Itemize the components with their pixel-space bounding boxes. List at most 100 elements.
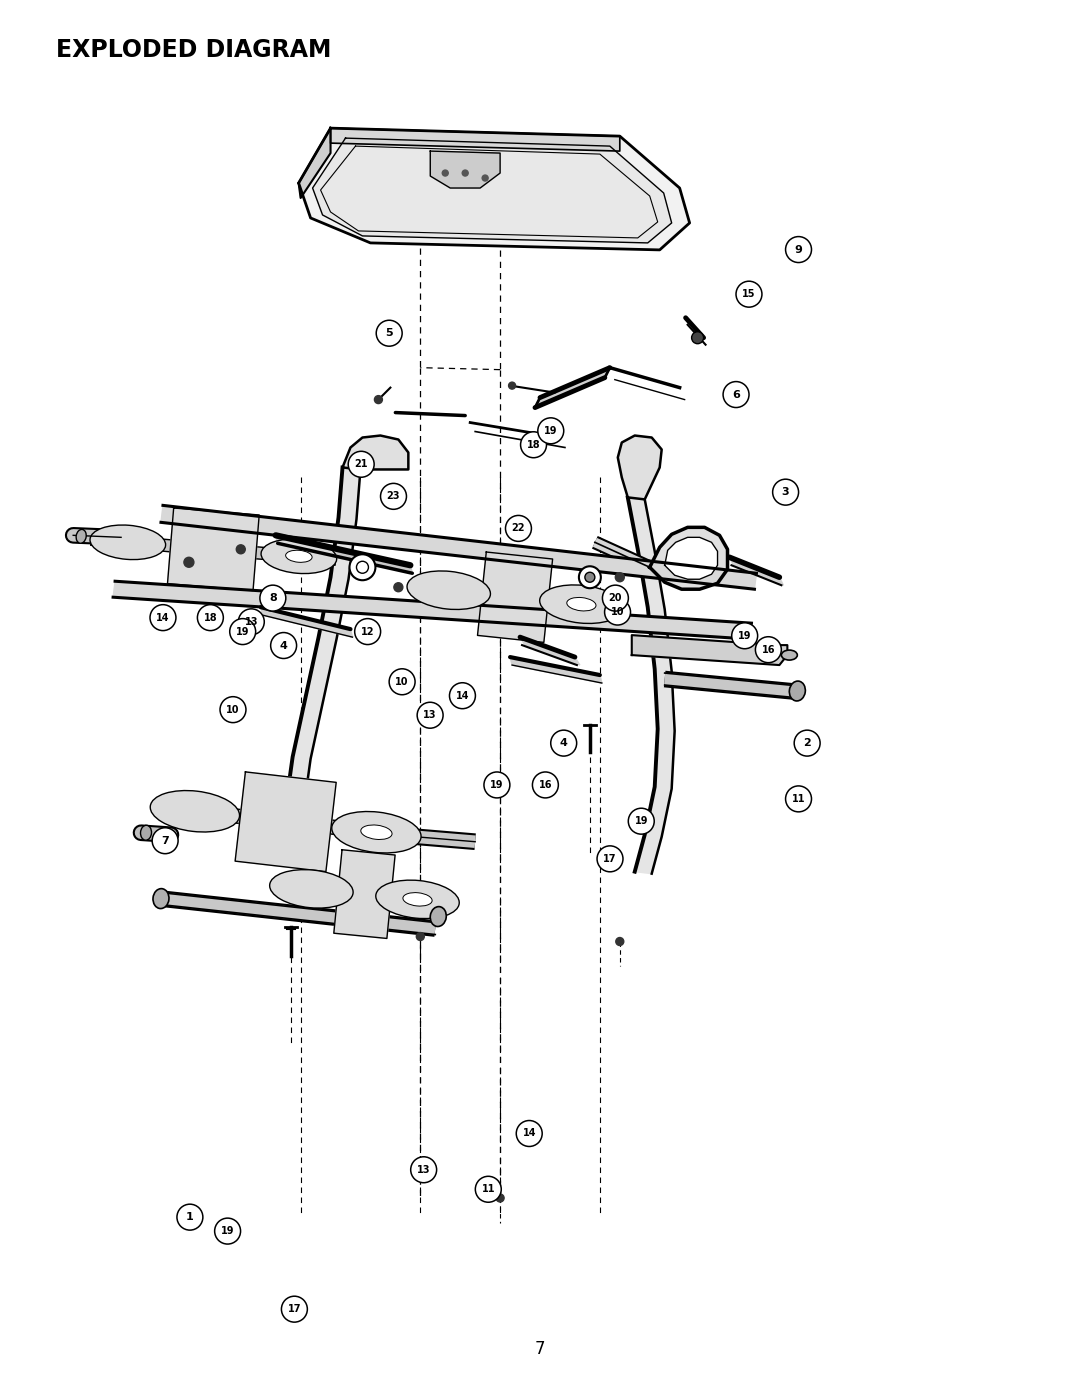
Circle shape: [416, 933, 424, 940]
Text: 9: 9: [795, 244, 802, 254]
Text: 6: 6: [732, 390, 740, 400]
Polygon shape: [161, 506, 756, 590]
Polygon shape: [521, 637, 580, 665]
Ellipse shape: [540, 585, 623, 623]
Text: 16: 16: [539, 780, 552, 789]
Polygon shape: [312, 138, 672, 243]
Polygon shape: [342, 436, 408, 469]
Circle shape: [603, 585, 629, 610]
Text: 14: 14: [523, 1129, 536, 1139]
Polygon shape: [664, 538, 717, 580]
Circle shape: [237, 545, 245, 553]
Polygon shape: [535, 367, 610, 408]
Text: 19: 19: [220, 1227, 234, 1236]
Ellipse shape: [150, 791, 240, 833]
Polygon shape: [306, 637, 337, 698]
Polygon shape: [510, 657, 602, 683]
Polygon shape: [299, 129, 690, 250]
Polygon shape: [635, 835, 662, 873]
Text: 7: 7: [161, 835, 168, 845]
Text: 11: 11: [792, 793, 806, 803]
Text: 1: 1: [186, 1213, 193, 1222]
Ellipse shape: [376, 880, 459, 919]
Text: 2: 2: [804, 738, 811, 749]
Circle shape: [449, 683, 475, 708]
Circle shape: [271, 633, 297, 658]
Circle shape: [475, 1176, 501, 1203]
Polygon shape: [113, 581, 752, 638]
Polygon shape: [627, 497, 654, 552]
Text: 10: 10: [395, 676, 409, 687]
Circle shape: [755, 637, 781, 662]
Polygon shape: [430, 151, 500, 189]
Circle shape: [532, 773, 558, 798]
Polygon shape: [285, 757, 311, 809]
Circle shape: [348, 451, 374, 478]
Text: 23: 23: [387, 492, 401, 502]
Circle shape: [538, 418, 564, 444]
Ellipse shape: [403, 893, 432, 907]
Circle shape: [380, 483, 406, 510]
Polygon shape: [618, 436, 662, 499]
Ellipse shape: [270, 870, 353, 908]
Polygon shape: [288, 882, 441, 907]
Circle shape: [785, 787, 811, 812]
Circle shape: [389, 669, 415, 694]
Text: 10: 10: [226, 704, 240, 715]
Polygon shape: [650, 527, 728, 590]
Polygon shape: [334, 849, 395, 939]
Text: 17: 17: [604, 854, 617, 863]
Circle shape: [394, 583, 403, 592]
Circle shape: [605, 599, 631, 624]
Circle shape: [616, 937, 624, 946]
Circle shape: [521, 432, 546, 458]
Polygon shape: [260, 608, 352, 637]
Circle shape: [772, 479, 798, 506]
Ellipse shape: [407, 571, 490, 609]
Polygon shape: [235, 773, 336, 872]
Circle shape: [462, 170, 469, 176]
Ellipse shape: [781, 650, 797, 659]
Circle shape: [785, 236, 811, 263]
Circle shape: [215, 1218, 241, 1245]
Polygon shape: [729, 557, 783, 585]
Text: 18: 18: [527, 440, 540, 450]
Text: 12: 12: [361, 627, 375, 637]
Ellipse shape: [261, 539, 337, 574]
Ellipse shape: [285, 550, 312, 563]
Text: 16: 16: [761, 644, 775, 655]
Polygon shape: [275, 535, 413, 573]
Text: 11: 11: [482, 1185, 495, 1194]
Text: 19: 19: [544, 426, 557, 436]
Text: 13: 13: [244, 617, 258, 627]
Text: 13: 13: [423, 710, 437, 721]
Text: 15: 15: [742, 289, 756, 299]
Text: 19: 19: [490, 780, 503, 789]
Circle shape: [496, 1194, 504, 1201]
Circle shape: [375, 395, 382, 404]
Circle shape: [282, 1296, 308, 1322]
Text: 5: 5: [386, 328, 393, 338]
Ellipse shape: [76, 529, 86, 543]
Polygon shape: [330, 129, 620, 151]
Text: 14: 14: [456, 690, 469, 701]
Ellipse shape: [567, 598, 596, 610]
Text: 3: 3: [782, 488, 789, 497]
Text: 19: 19: [635, 816, 648, 826]
Circle shape: [442, 170, 448, 176]
Circle shape: [198, 605, 224, 630]
Polygon shape: [299, 129, 330, 198]
Text: 4: 4: [280, 640, 287, 651]
Circle shape: [482, 175, 488, 182]
Circle shape: [220, 697, 246, 722]
Circle shape: [691, 331, 703, 344]
Text: 10: 10: [611, 608, 624, 617]
Ellipse shape: [140, 826, 151, 840]
Circle shape: [732, 623, 758, 648]
Polygon shape: [648, 608, 672, 671]
Ellipse shape: [153, 888, 168, 908]
Circle shape: [230, 619, 256, 644]
Circle shape: [239, 609, 265, 634]
Text: 13: 13: [417, 1165, 431, 1175]
Circle shape: [354, 619, 380, 644]
